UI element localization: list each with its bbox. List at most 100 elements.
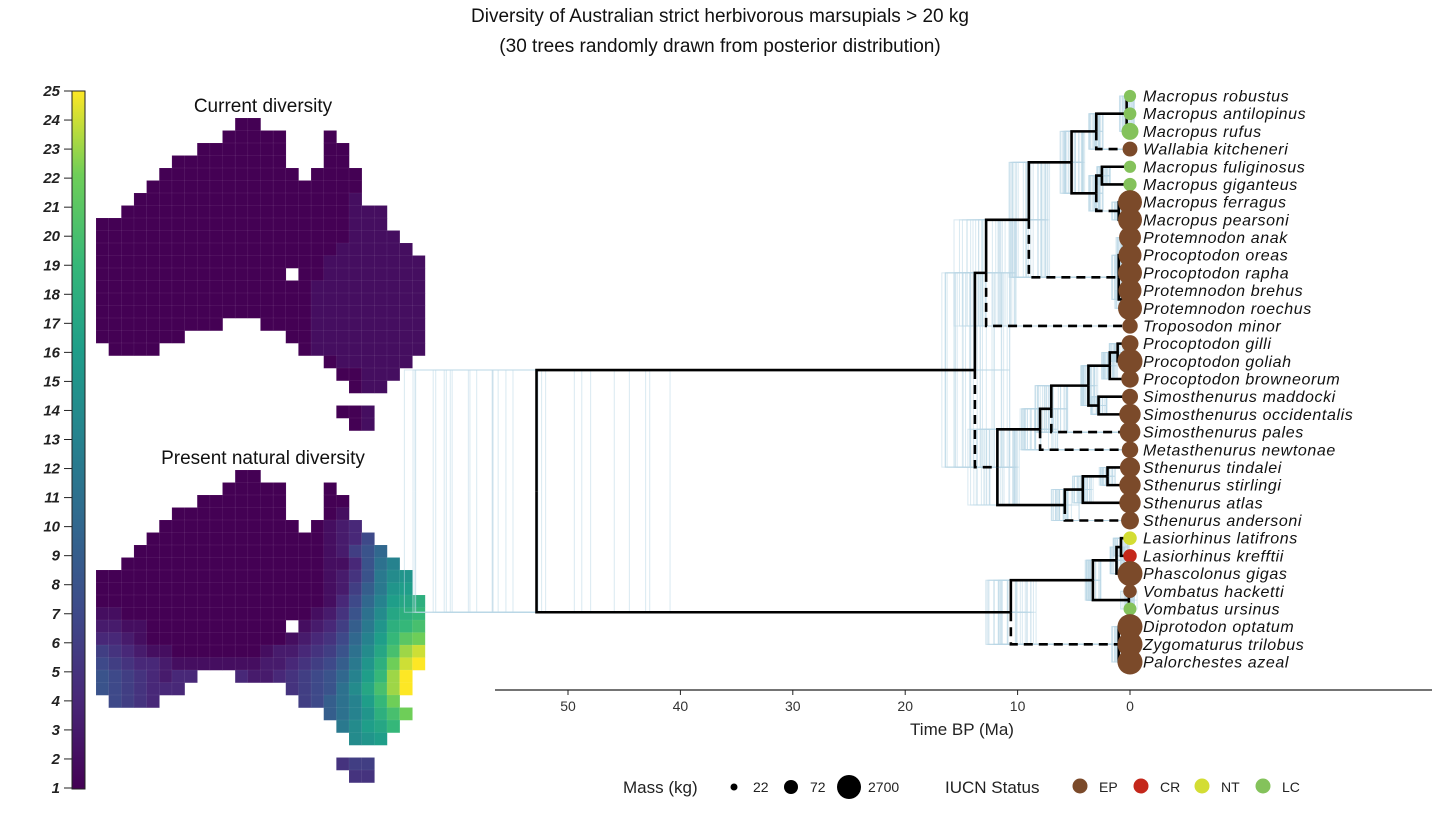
tree-branch: [1070, 130, 1097, 163]
map-cell: [361, 694, 375, 709]
map-cell: [196, 557, 211, 571]
map-cell: [285, 582, 299, 596]
tip-point: [1117, 614, 1143, 640]
map-cell: [386, 230, 401, 244]
posterior-tree-branch: [1021, 612, 1119, 645]
map-cell: [95, 607, 110, 621]
posterior-tree-branch: [1017, 219, 1124, 278]
map-cell: [298, 230, 312, 244]
map-cell: [399, 292, 413, 307]
tree-branch: [1038, 429, 1130, 452]
map-cell: [399, 242, 413, 257]
posterior-tree-branch: [1026, 612, 1125, 645]
map-cell: [323, 192, 337, 207]
map-cell: [323, 230, 337, 244]
tip-label: Phascolonus gigas: [1143, 566, 1288, 583]
map-cell: [95, 292, 110, 307]
map-cell: [234, 532, 249, 546]
map-cell: [133, 657, 148, 671]
map-cell: [222, 519, 236, 534]
posterior-tree-branch: [1024, 612, 1117, 645]
map-cell: [133, 342, 148, 357]
map-cell: [196, 632, 211, 646]
map-cell: [386, 619, 401, 634]
posterior-tree-branch: [961, 272, 1130, 327]
map-cell: [95, 582, 110, 596]
posterior-tree-branch: [541, 491, 999, 613]
map-cell: [374, 619, 388, 634]
map-cell: [374, 230, 388, 244]
map-cell: [399, 330, 413, 344]
map-cell: [133, 669, 148, 684]
posterior-tree-branch: [613, 369, 971, 492]
map-cell: [285, 669, 299, 684]
posterior-tree-branch: [1028, 161, 1065, 220]
map-cell: [310, 217, 325, 232]
map-cell: [95, 230, 110, 244]
map-cell: [247, 519, 262, 534]
posterior-tree-branch: [1035, 408, 1130, 433]
map-cell: [146, 217, 160, 232]
map-cell: [121, 242, 135, 257]
map-cell: [247, 644, 262, 659]
map-cell: [374, 355, 388, 369]
map-cell: [196, 507, 211, 521]
map-cell: [209, 180, 224, 194]
map-cell: [222, 255, 236, 269]
map-cell: [298, 180, 312, 194]
map-cell: [336, 544, 350, 559]
map-cell: [412, 644, 426, 659]
map-cell: [348, 255, 363, 269]
map-cell: [260, 267, 274, 282]
posterior-tree-branch: [443, 369, 963, 492]
map-cell: [386, 305, 401, 319]
map-cell: [196, 594, 211, 609]
posterior-tree-branch: [573, 491, 1008, 613]
map-cell: [298, 632, 312, 646]
map-cell: [260, 130, 274, 144]
map-cell: [95, 317, 110, 332]
colorbar-tick-label: 14: [43, 402, 60, 419]
axis-tick-label: 10: [1010, 698, 1026, 714]
tip-point: [1117, 348, 1143, 374]
posterior-tree-branch: [1030, 612, 1116, 645]
map-cell: [108, 280, 122, 294]
map-cell: [234, 594, 249, 609]
posterior-tree-branch: [1050, 489, 1073, 506]
map-cell: [184, 644, 198, 659]
map-cell: [247, 180, 262, 194]
map-cell: [234, 482, 249, 496]
map-cell: [348, 569, 363, 584]
colorbar-tick-label: 25: [42, 83, 60, 100]
map-cell: [184, 167, 198, 182]
colorbar-tick-label: 15: [43, 373, 60, 390]
map-cell: [159, 192, 173, 207]
map-cell: [399, 355, 413, 369]
map-cell: [285, 217, 299, 232]
map-cell: [171, 180, 186, 194]
map-cell: [121, 619, 135, 634]
map-cell: [260, 632, 274, 646]
map-cell: [184, 217, 198, 232]
map-cell: [260, 669, 274, 684]
posterior-tree-branch: [1015, 612, 1122, 645]
map-cell: [272, 532, 287, 546]
map-cell: [386, 557, 401, 571]
map-cell: [336, 305, 350, 319]
colorbar-tick-label: 1: [52, 780, 60, 797]
map-cell: [196, 167, 211, 182]
tip-label: Macropus giganteus: [1143, 177, 1298, 194]
map-cell: [272, 230, 287, 244]
tree-branch: [1091, 558, 1117, 581]
posterior-tree-branch: [469, 491, 1009, 613]
map-cell: [260, 242, 274, 257]
map-cell: [348, 769, 363, 784]
map-cell: [222, 167, 236, 182]
map-cell: [234, 280, 249, 294]
map-cell: [159, 594, 173, 609]
map-cell: [184, 205, 198, 219]
map-cell: [348, 317, 363, 332]
map-cell: [298, 342, 312, 357]
map-cell: [272, 582, 287, 596]
posterior-tree-branch: [1064, 505, 1130, 521]
